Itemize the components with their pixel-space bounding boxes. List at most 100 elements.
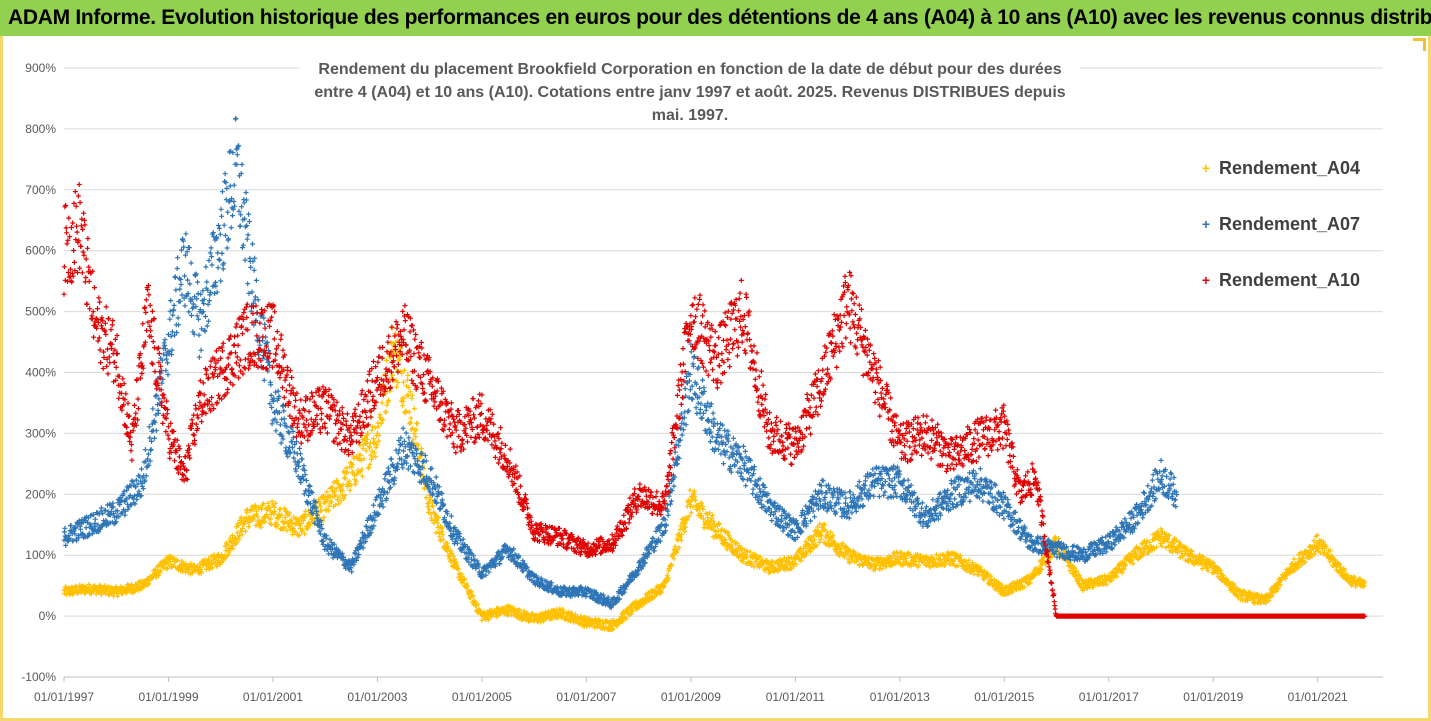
data-point: [672, 449, 678, 455]
data-point: [167, 559, 173, 565]
data-point: [376, 438, 382, 444]
data-point: [88, 584, 94, 590]
data-point: [470, 593, 476, 599]
data-point: [287, 510, 292, 516]
data-point: [677, 527, 683, 533]
data-point: [353, 478, 359, 484]
data-point: [340, 482, 346, 488]
data-point: [281, 416, 287, 422]
data-point: [281, 408, 287, 414]
data-point: [664, 572, 670, 578]
data-point: [371, 436, 376, 442]
data-point: [300, 527, 306, 533]
data-point: [697, 385, 703, 391]
data-point: [719, 526, 725, 532]
data-point: [374, 442, 380, 448]
data-point: [195, 564, 201, 569]
data-point: [220, 266, 226, 272]
data-point: [231, 182, 237, 188]
data-point: [262, 519, 268, 525]
data-point: [245, 232, 251, 238]
data-point: [243, 528, 248, 534]
data-point: [465, 583, 470, 589]
data-point: [206, 318, 211, 324]
data-point: [321, 514, 327, 520]
data-point: [802, 554, 807, 559]
data-point: [63, 542, 69, 548]
data-point: [245, 281, 251, 287]
data-point: [686, 513, 692, 519]
data-point: [331, 489, 337, 495]
data-point: [388, 354, 393, 360]
data-point: [344, 469, 350, 475]
data-point: [750, 491, 756, 497]
data-point: [261, 377, 267, 383]
data-point: [175, 255, 181, 261]
data-point: [366, 465, 372, 471]
data-point: [105, 586, 111, 592]
data-point: [1139, 541, 1145, 547]
data-point: [342, 493, 348, 499]
data-point: [707, 510, 713, 516]
data-point: [380, 417, 386, 423]
data-point: [688, 510, 694, 516]
data-point: [525, 612, 531, 618]
data-point: [260, 501, 266, 507]
data-point: [258, 524, 264, 530]
data-point: [388, 456, 394, 462]
x-tick-label: 01/01/2011: [766, 690, 825, 704]
data-point: [327, 493, 332, 499]
data-point: [172, 274, 178, 280]
data-point: [413, 434, 419, 440]
data-point: [426, 500, 432, 506]
data-point: [709, 434, 715, 440]
data-point: [517, 607, 523, 613]
data-point: [678, 537, 684, 543]
data-point: [246, 219, 252, 224]
data-point: [707, 439, 713, 445]
data-point: [400, 425, 406, 431]
data-point: [235, 523, 241, 529]
x-tick-label: 01/01/2003: [347, 690, 407, 704]
data-point: [428, 495, 433, 501]
data-point: [268, 382, 274, 388]
data-point: [246, 524, 252, 530]
data-point: [297, 532, 302, 538]
data-point: [448, 548, 454, 554]
data-point: [140, 584, 146, 590]
data-point: [283, 508, 289, 514]
y-tick-label: 900%: [25, 61, 56, 75]
data-point: [233, 116, 239, 121]
x-tick-label: 01/01/1997: [34, 690, 94, 704]
data-point: [757, 554, 763, 560]
data-point: [801, 546, 807, 551]
data-point: [326, 503, 332, 509]
data-point: [240, 245, 245, 251]
x-tick-label: 01/01/2009: [661, 690, 721, 704]
data-point: [396, 447, 402, 453]
data-point: [239, 162, 245, 167]
data-point: [317, 500, 322, 506]
data-point: [326, 508, 332, 513]
data-point: [435, 515, 441, 521]
data-point: [710, 512, 716, 518]
data-point: [445, 549, 450, 555]
data-point: [183, 231, 189, 237]
data-point: [731, 435, 736, 441]
data-point: [775, 568, 781, 574]
data-point: [281, 524, 287, 530]
data-point: [242, 257, 248, 263]
data-point: [368, 440, 373, 446]
data-point: [729, 538, 735, 544]
data-point: [394, 384, 400, 390]
data-point: [405, 377, 410, 383]
data-point: [218, 278, 224, 284]
data-point: [822, 494, 828, 500]
data-point: [263, 512, 269, 518]
data-point: [228, 225, 234, 231]
data-point: [336, 501, 342, 507]
data-point: [359, 466, 365, 472]
data-point: [683, 524, 689, 530]
data-point: [669, 562, 675, 568]
data-point: [250, 516, 256, 522]
